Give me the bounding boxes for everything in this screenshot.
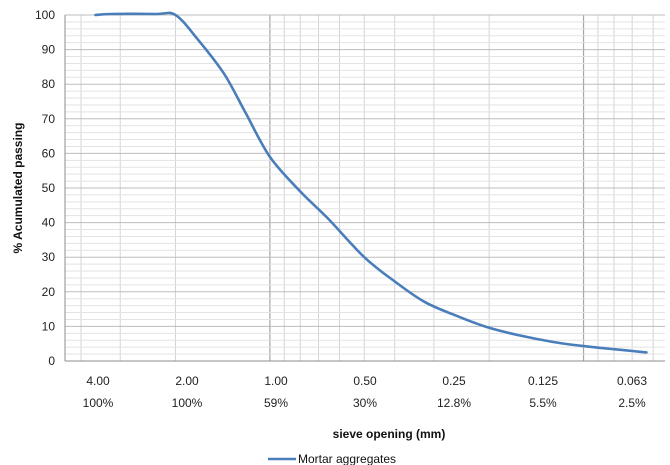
y-axis-title: % Acumulated passing bbox=[11, 123, 25, 254]
x-tick-label: 0.25 bbox=[442, 374, 466, 388]
x-tick-labels: 4.00 2.00 1.00 0.50 0.25 0.125 0.063 bbox=[86, 374, 647, 388]
y-tick-label: 20 bbox=[42, 285, 56, 299]
x-passing-label: 100% bbox=[172, 396, 203, 410]
series-layer bbox=[94, 11, 648, 354]
legend-label-mortar-aggregates: Mortar aggregates bbox=[298, 452, 396, 465]
x-tick-label: 2.00 bbox=[175, 374, 199, 388]
y-tick-label: 50 bbox=[42, 181, 56, 195]
x-passing-label: 30% bbox=[353, 396, 377, 410]
x-passing-label: 59% bbox=[264, 396, 288, 410]
grid bbox=[64, 14, 665, 362]
y-tick-label: 100 bbox=[35, 8, 55, 22]
x-passing-labels: 100% 100% 59% 30% 12.8% 5.5% 2.5% bbox=[83, 396, 646, 410]
x-axis-title: sieve opening (mm) bbox=[333, 427, 446, 441]
x-tick-label: 0.063 bbox=[617, 374, 647, 388]
y-tick-label: 90 bbox=[42, 43, 56, 57]
x-tick-label: 1.00 bbox=[264, 374, 288, 388]
x-passing-label: 12.8% bbox=[437, 396, 471, 410]
x-tick-label: 0.125 bbox=[528, 374, 558, 388]
y-tick-label: 10 bbox=[42, 319, 56, 333]
x-tick-label: 0.50 bbox=[353, 374, 377, 388]
y-tick-label: 30 bbox=[42, 250, 56, 264]
legend: Mortar aggregates bbox=[268, 452, 396, 465]
series-line-mortar-aggregates bbox=[94, 11, 648, 354]
x-passing-label: 2.5% bbox=[618, 396, 646, 410]
y-tick-label: 60 bbox=[42, 146, 56, 160]
y-tick-labels: 0 10 20 30 40 50 60 70 80 90 100 bbox=[35, 8, 55, 368]
y-tick-label: 80 bbox=[42, 77, 56, 91]
y-tick-label: 0 bbox=[48, 354, 55, 368]
y-tick-label: 40 bbox=[42, 216, 56, 230]
x-passing-label: 100% bbox=[83, 396, 114, 410]
y-tick-label: 70 bbox=[42, 112, 56, 126]
x-passing-label: 5.5% bbox=[529, 396, 557, 410]
x-tick-label: 4.00 bbox=[86, 374, 110, 388]
